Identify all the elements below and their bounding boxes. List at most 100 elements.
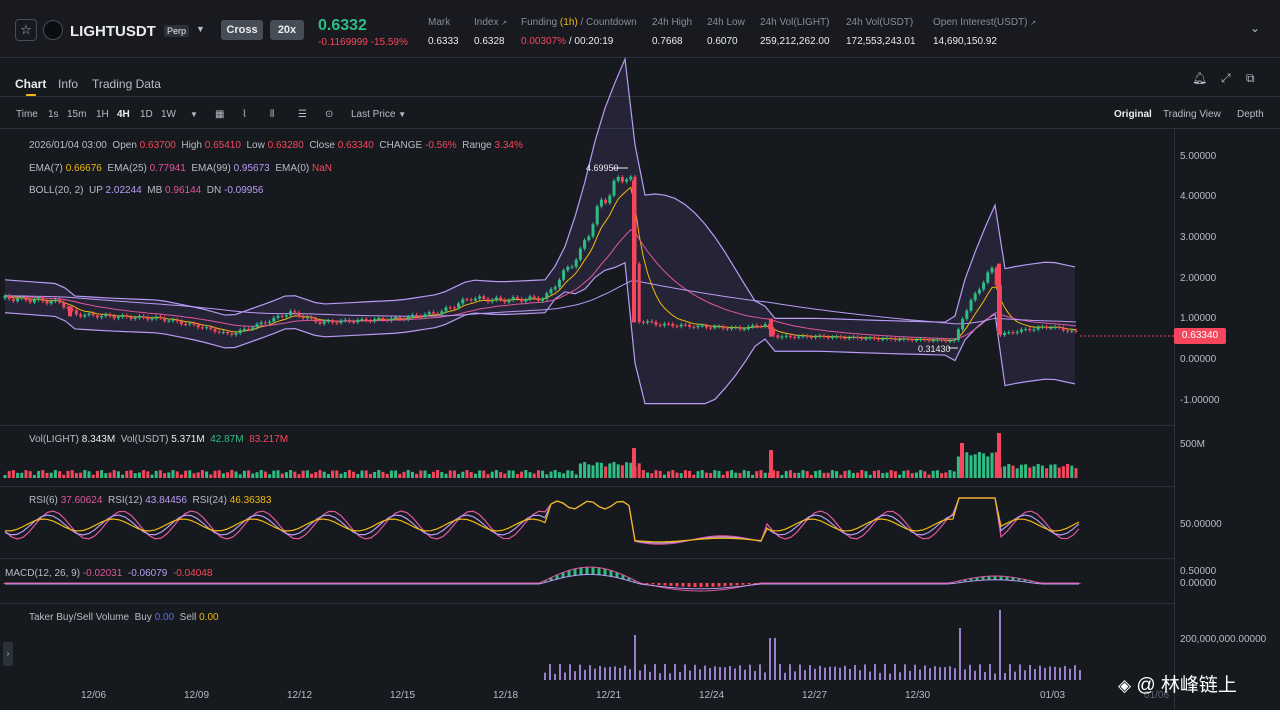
candle — [587, 236, 591, 241]
taker-bar — [874, 664, 876, 680]
volume-bar — [599, 462, 603, 478]
expand-icon[interactable]: ⤢ — [1221, 71, 1231, 85]
interval-time[interactable]: Time — [16, 109, 38, 120]
candle — [394, 317, 398, 319]
volume-bar — [242, 470, 246, 478]
volume-bar — [679, 473, 683, 478]
candle — [70, 308, 74, 311]
more-chevron-icon[interactable]: ⌄ — [1250, 21, 1261, 35]
tab-trading-data[interactable]: Trading Data — [92, 77, 161, 91]
volume-bar — [545, 474, 549, 478]
taker-legend: Taker Buy/Sell Volume Buy 0.00 Sell 0.00 — [29, 612, 219, 623]
price-tick: 5.00000 — [1180, 151, 1217, 162]
taker-bar — [814, 668, 816, 680]
macd-hist-bar — [735, 583, 739, 586]
settings-list-icon[interactable]: ☰ — [298, 109, 307, 120]
indicator-icon[interactable]: ⌇ — [242, 109, 247, 120]
date-tick: 12/18 — [493, 690, 519, 701]
volume-bar — [129, 470, 133, 478]
calendar-icon[interactable]: ▦ — [215, 109, 225, 120]
candle — [776, 335, 780, 338]
funding-label[interactable]: Funding (1h) / Countdown — [521, 17, 637, 28]
leverage-button[interactable]: 20x — [270, 20, 304, 40]
volume-bar — [717, 470, 721, 478]
candle — [116, 317, 120, 319]
candle — [108, 314, 112, 317]
price-tick: 3.00000 — [1180, 232, 1217, 243]
tab-info[interactable]: Info — [58, 77, 79, 91]
view-depth[interactable]: Depth — [1237, 109, 1264, 120]
taker-bar — [879, 672, 881, 680]
candle — [100, 316, 104, 318]
macd-hist-bar — [549, 577, 553, 581]
taker-bar — [714, 666, 716, 680]
volume-bar — [515, 474, 519, 478]
interval-1w[interactable]: 1W — [161, 109, 176, 120]
open-interest-label[interactable]: Open Interest(USDT) ↗ — [933, 17, 1037, 28]
interval-dropdown-icon[interactable]: ▼ — [190, 110, 198, 119]
taker-bar — [694, 664, 696, 680]
taker-bar — [1079, 669, 1081, 680]
volume-bar — [444, 473, 448, 478]
volume-bar — [902, 470, 906, 478]
candle — [125, 315, 129, 317]
interval-1s[interactable]: 1s — [48, 109, 59, 120]
index-label[interactable]: Index ↗ — [474, 17, 508, 28]
taker-bar — [584, 669, 586, 680]
volume-bar — [364, 470, 368, 478]
high-24h-label: 24h High — [652, 17, 693, 28]
candle — [969, 300, 973, 311]
taker-bar — [934, 666, 936, 680]
popout-icon[interactable]: ⧉ — [1246, 71, 1255, 85]
interval-4h[interactable]: 4H — [117, 109, 130, 120]
taker-bar — [919, 669, 921, 680]
volume-bar — [763, 472, 767, 478]
macd-hist-bar — [663, 583, 667, 586]
crosshair-icon[interactable]: ⊙ — [325, 109, 334, 120]
candle — [583, 240, 587, 249]
mark-label[interactable]: Mark — [428, 17, 451, 28]
candle — [889, 338, 893, 340]
volume-bar — [431, 471, 435, 478]
volume-bar — [965, 452, 969, 478]
candle — [473, 298, 477, 301]
volume-bar — [889, 470, 893, 478]
candle — [104, 314, 108, 317]
view-trading-view[interactable]: Trading View — [1163, 109, 1221, 120]
price-type-select[interactable]: Last Price ▼ — [351, 109, 407, 120]
bell-icon[interactable]: 🔔︎ — [1192, 71, 1208, 85]
volume-bar — [205, 471, 209, 478]
symbol-name[interactable]: LIGHTUSDT — [70, 23, 156, 40]
tab-chart[interactable]: Chart — [15, 77, 47, 91]
margin-mode-button[interactable]: Cross — [221, 20, 263, 40]
symbol-dropdown-icon[interactable]: ▼ — [196, 24, 205, 34]
candle — [184, 324, 188, 326]
interval-15m[interactable]: 15m — [67, 109, 87, 120]
taker-bar — [624, 665, 626, 680]
pane-collapse-handle[interactable]: › — [3, 642, 13, 666]
volume-bar — [272, 470, 276, 478]
interval-1d[interactable]: 1D — [140, 109, 153, 120]
view-original[interactable]: Original — [1114, 109, 1152, 120]
volume-bar — [343, 472, 347, 478]
macd-hist-bar — [651, 583, 655, 585]
candle — [364, 318, 368, 321]
macd-hist-bar — [585, 567, 589, 576]
volume-bar — [864, 471, 868, 478]
candle — [507, 300, 511, 303]
candle — [692, 326, 696, 328]
candle-style-icon[interactable]: ⫴ — [270, 109, 275, 120]
volume-bar — [797, 472, 801, 478]
volume-bar — [507, 470, 511, 478]
interval-1h[interactable]: 1H — [96, 109, 109, 120]
macd-dea-line — [5, 573, 1079, 590]
star-icon[interactable]: ☆ — [15, 19, 37, 41]
volume-bar — [179, 474, 183, 478]
date-tick: 12/15 — [390, 690, 416, 701]
volume-bar — [818, 470, 822, 478]
volume-bar — [452, 470, 456, 478]
funding-value: 0.00307% / 00:20:19 — [521, 36, 614, 47]
taker-bar — [804, 670, 806, 680]
candle — [91, 313, 95, 316]
